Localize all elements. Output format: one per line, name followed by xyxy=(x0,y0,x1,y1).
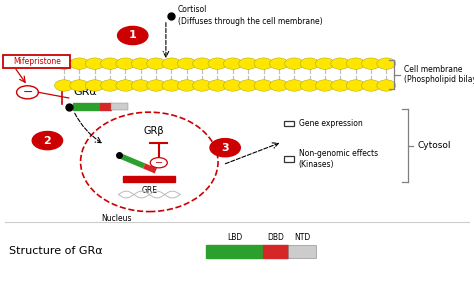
Circle shape xyxy=(17,86,38,99)
Circle shape xyxy=(146,58,165,69)
Bar xyxy=(284,156,294,162)
Circle shape xyxy=(116,80,135,91)
Circle shape xyxy=(55,58,73,69)
Circle shape xyxy=(118,26,148,45)
Bar xyxy=(111,103,128,110)
Text: DBD: DBD xyxy=(267,233,284,242)
Circle shape xyxy=(116,58,135,69)
Ellipse shape xyxy=(81,112,218,212)
Circle shape xyxy=(210,139,240,157)
Circle shape xyxy=(146,80,165,91)
Text: −: − xyxy=(155,158,163,168)
Circle shape xyxy=(377,80,396,91)
Circle shape xyxy=(131,58,150,69)
Text: 2: 2 xyxy=(44,135,51,146)
Circle shape xyxy=(254,80,273,91)
Bar xyxy=(284,121,294,126)
Circle shape xyxy=(377,58,396,69)
Text: GRβ: GRβ xyxy=(144,126,164,136)
Text: Nucleus: Nucleus xyxy=(101,214,131,224)
Circle shape xyxy=(192,58,211,69)
Text: Cortisol
(Diffuses through the cell membrane): Cortisol (Diffuses through the cell memb… xyxy=(178,5,322,26)
Circle shape xyxy=(315,80,334,91)
Circle shape xyxy=(85,80,104,91)
Circle shape xyxy=(239,80,258,91)
Circle shape xyxy=(55,80,73,91)
Circle shape xyxy=(70,80,89,91)
Circle shape xyxy=(32,131,63,150)
Circle shape xyxy=(208,58,227,69)
FancyBboxPatch shape xyxy=(3,55,70,68)
Bar xyxy=(100,103,111,110)
Text: NTD: NTD xyxy=(294,233,310,242)
Circle shape xyxy=(162,58,181,69)
Circle shape xyxy=(85,58,104,69)
Circle shape xyxy=(346,80,365,91)
Text: 3: 3 xyxy=(221,143,229,153)
Text: 1: 1 xyxy=(129,30,137,41)
Text: GRE: GRE xyxy=(141,186,157,195)
Circle shape xyxy=(100,80,119,91)
Circle shape xyxy=(239,58,258,69)
Circle shape xyxy=(269,58,288,69)
Circle shape xyxy=(150,158,167,168)
Circle shape xyxy=(177,58,196,69)
Circle shape xyxy=(208,80,227,91)
Text: −: − xyxy=(22,86,33,99)
Circle shape xyxy=(331,58,350,69)
Circle shape xyxy=(269,80,288,91)
Circle shape xyxy=(300,80,319,91)
Text: LBD: LBD xyxy=(227,233,242,242)
Circle shape xyxy=(254,58,273,69)
Circle shape xyxy=(192,80,211,91)
Circle shape xyxy=(131,80,150,91)
Circle shape xyxy=(362,58,381,69)
Circle shape xyxy=(177,80,196,91)
Circle shape xyxy=(285,80,304,91)
Circle shape xyxy=(223,80,242,91)
Circle shape xyxy=(331,80,350,91)
Text: Non-genomic effects
(Kinases): Non-genomic effects (Kinases) xyxy=(299,149,378,170)
Circle shape xyxy=(300,58,319,69)
Bar xyxy=(206,245,263,258)
Bar xyxy=(263,245,288,258)
Circle shape xyxy=(346,58,365,69)
Text: Mifepristone: Mifepristone xyxy=(13,57,61,66)
Circle shape xyxy=(285,58,304,69)
Text: GRα: GRα xyxy=(73,87,97,97)
Bar xyxy=(123,176,175,182)
Text: Gene expression: Gene expression xyxy=(299,119,362,128)
Text: Cell membrane
(Phospholipid bilayer): Cell membrane (Phospholipid bilayer) xyxy=(404,65,474,84)
Bar xyxy=(288,245,316,258)
Bar xyxy=(73,103,100,110)
Circle shape xyxy=(100,58,119,69)
Circle shape xyxy=(362,80,381,91)
Text: Structure of GRα: Structure of GRα xyxy=(9,246,103,256)
Text: Cytosol: Cytosol xyxy=(417,141,451,150)
Circle shape xyxy=(70,58,89,69)
Circle shape xyxy=(223,58,242,69)
Circle shape xyxy=(162,80,181,91)
Circle shape xyxy=(315,58,334,69)
